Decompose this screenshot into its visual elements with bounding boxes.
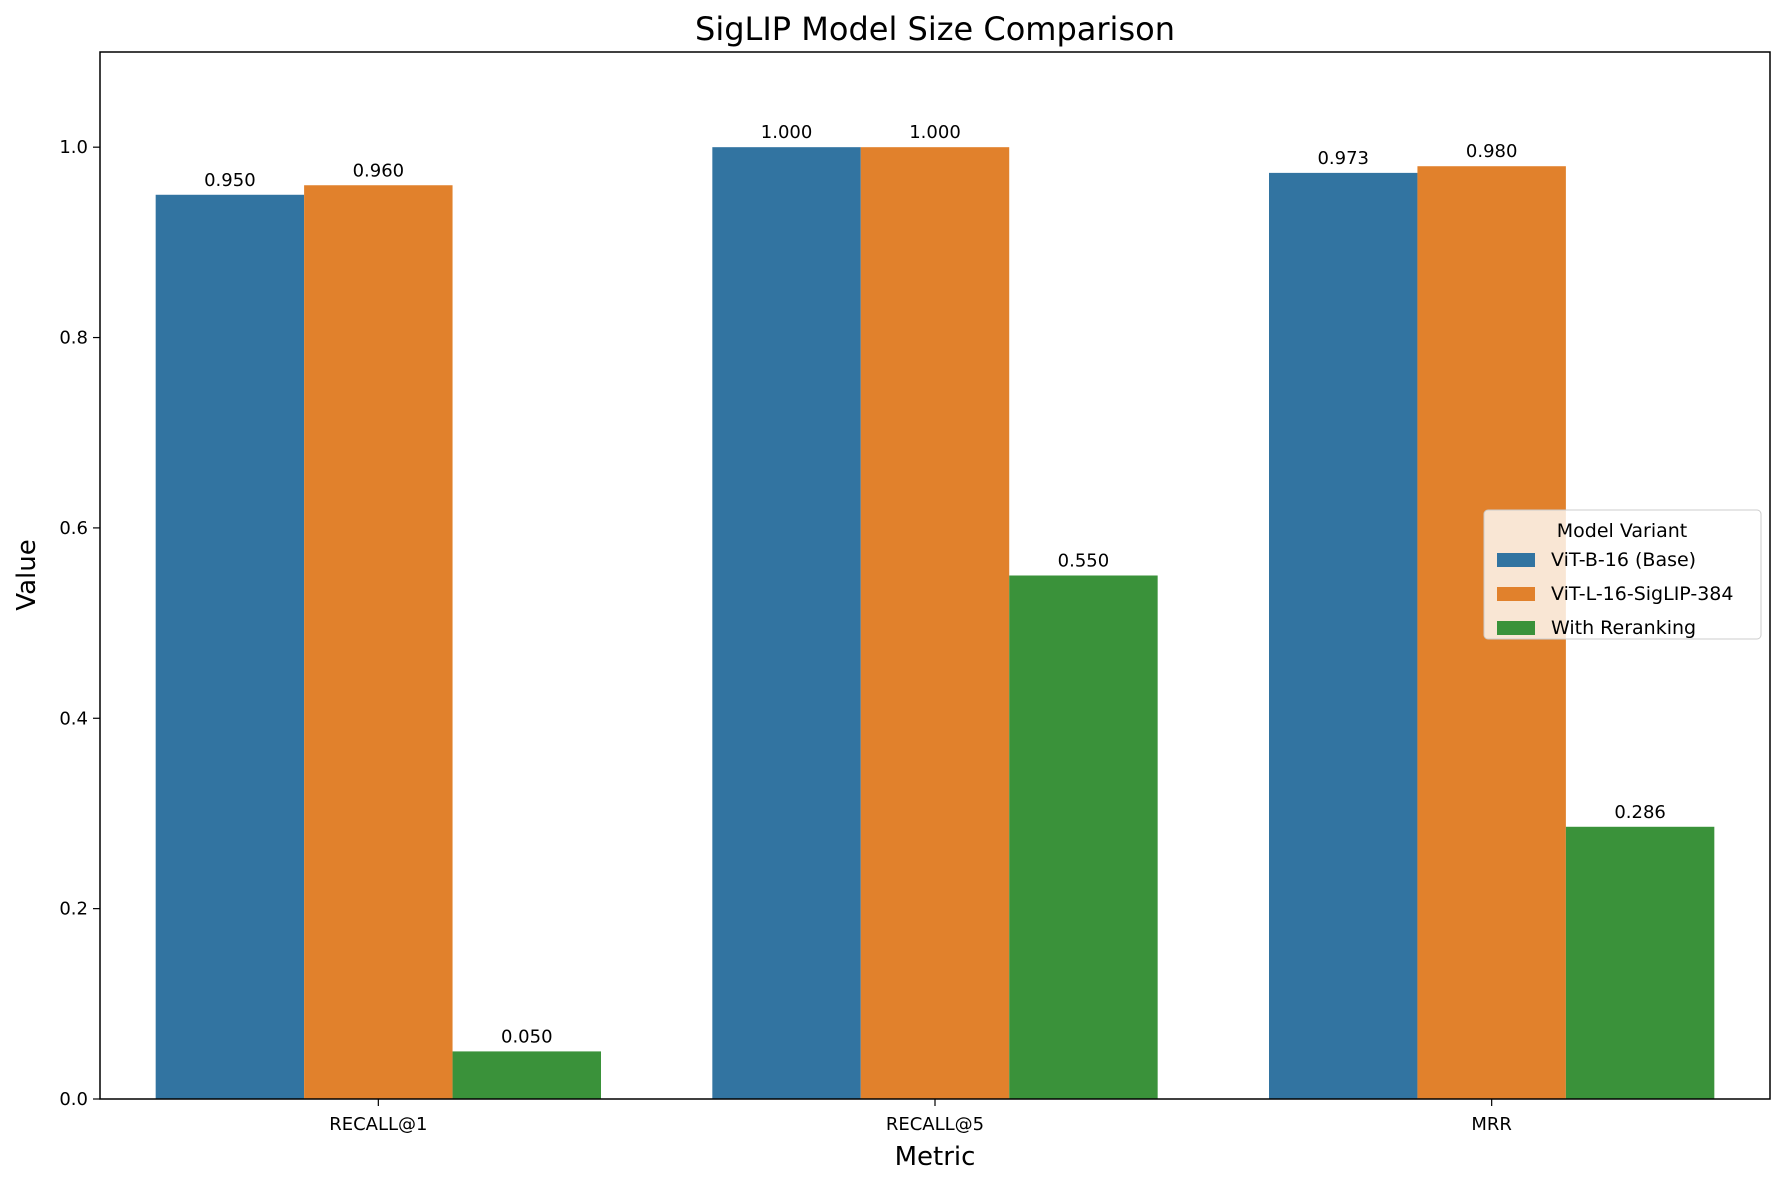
y-tick-label: 1.0 [59, 137, 88, 158]
bar-mrr-series-3 [1565, 826, 1715, 1099]
legend-label: With Reranking [1551, 617, 1696, 639]
data-label: 1.000 [761, 122, 813, 143]
x-axis: RECALL@1 RECALL@5 MRR [329, 1099, 1512, 1135]
data-label: 1.000 [909, 122, 961, 143]
x-tick-label: MRR [1471, 1114, 1512, 1135]
data-label: 0.980 [1466, 141, 1518, 162]
legend-title: Model Variant [1557, 520, 1687, 542]
data-label: 0.550 [1058, 551, 1110, 572]
legend: Model Variant ViT-B-16 (Base) ViT-L-16-Si… [1483, 509, 1762, 640]
legend-label: ViT-L-16-SigLIP-384 [1551, 583, 1733, 605]
legend-box [1483, 509, 1762, 640]
y-tick-label: 0.0 [59, 1089, 88, 1110]
y-tick-label: 0.6 [59, 518, 88, 539]
legend-swatch [1497, 621, 1535, 635]
legend-swatch [1497, 553, 1535, 567]
y-axis-title: Value [12, 539, 42, 610]
bar-recall-1-series-1 [155, 194, 305, 1099]
x-tick-label: RECALL@5 [886, 1114, 984, 1135]
bar-recall-1-series-3 [452, 1051, 601, 1099]
y-axis: 0.0 0.2 0.4 0.6 0.8 1.0 [59, 137, 100, 1110]
bar-recall-5-series-1 [712, 147, 861, 1099]
y-tick-label: 0.8 [59, 328, 88, 349]
data-label: 0.950 [204, 170, 256, 191]
bar-recall-5-series-2 [860, 147, 1010, 1099]
bar-recall-1-series-2 [304, 185, 453, 1099]
data-labels-layer: 0.950 1.000 0.973 0.960 1.000 0.980 0.050 0.550… [204, 122, 1666, 1047]
y-tick-label: 0.2 [59, 899, 88, 920]
x-tick-label: RECALL@1 [329, 1114, 427, 1135]
data-label: 0.050 [501, 1026, 553, 1047]
bar-mrr-series-1 [1269, 172, 1418, 1099]
data-label: 0.973 [1317, 148, 1369, 169]
y-tick-label: 0.4 [59, 708, 88, 729]
bar-recall-5-series-3 [1009, 575, 1158, 1099]
legend-label: ViT-B-16 (Base) [1551, 549, 1696, 571]
chart-title: SigLIP Model Size Comparison [695, 10, 1175, 48]
data-label: 0.960 [353, 160, 405, 181]
plot-frame [99, 51, 1771, 1100]
data-label: 0.286 [1614, 802, 1666, 823]
x-axis-title: Metric [895, 1142, 976, 1172]
legend-swatch [1497, 587, 1535, 601]
bars-layer [155, 147, 1715, 1100]
legend-items: ViT-B-16 (Base) ViT-L-16-SigLIP-384 With R… [1497, 549, 1733, 639]
